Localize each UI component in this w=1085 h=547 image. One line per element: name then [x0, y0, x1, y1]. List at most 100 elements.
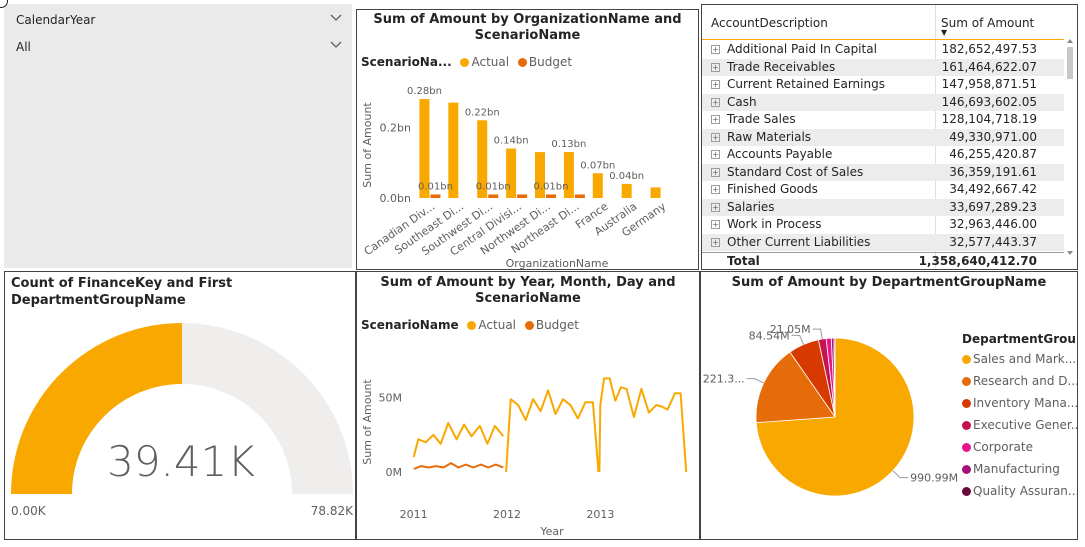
- table-row[interactable]: + Finished Goods 34,492,667.42: [702, 181, 1064, 199]
- calendar-year-slicer[interactable]: CalendarYear All: [4, 4, 352, 268]
- bar-budget: [574, 194, 585, 198]
- bar-budget: [430, 194, 441, 198]
- legend-actual-label[interactable]: Actual: [471, 55, 510, 69]
- table-row[interactable]: + Work in Process 32,963,446.00: [702, 216, 1064, 234]
- bar-actual: [419, 99, 430, 198]
- account-name: Work in Process: [727, 217, 822, 231]
- bar-actual: [448, 102, 459, 198]
- account-name: Standard Cost of Sales: [727, 164, 864, 179]
- expand-icon[interactable]: +: [711, 97, 720, 107]
- expand-icon[interactable]: +: [711, 45, 720, 54]
- account-name: Other Current Liabilities: [727, 234, 871, 249]
- column-header-amount[interactable]: Sum of Amount: [941, 16, 1035, 30]
- bar-chart-visual[interactable]: Sum of Amount by OrganizationName and Sc…: [356, 9, 699, 270]
- line-budget: [413, 462, 504, 470]
- legend-budget-label[interactable]: Budget: [535, 318, 580, 332]
- table-scrollbar[interactable]: [1065, 39, 1075, 259]
- scrollbar-thumb: [1067, 47, 1073, 79]
- expand-icon[interactable]: +: [711, 62, 720, 72]
- pie-slice: [833, 337, 836, 418]
- pie-data-label: 221.3...: [703, 373, 745, 386]
- line-chart-title-line2: ScenarioName: [475, 291, 581, 306]
- expand-icon[interactable]: +: [711, 237, 720, 247]
- gauge-track: [182, 323, 353, 494]
- pie-legend-title: DepartmentGrou...: [962, 332, 1078, 346]
- account-name: Trade Sales: [727, 112, 796, 126]
- table-row[interactable]: + Accounts Payable 46,255,420.87: [702, 146, 1064, 164]
- gauge-arc: [11, 323, 353, 494]
- account-name: Additional Paid In Capital: [727, 42, 877, 56]
- legend-swatch: [962, 377, 971, 386]
- pie-legend-item[interactable]: Sales and Mark...: [962, 352, 1076, 366]
- table-row[interactable]: + Current Retained Earnings 147,958,871.51: [702, 76, 1064, 94]
- legend-label: Inventory Mana...: [973, 396, 1078, 410]
- expand-icon[interactable]: +: [711, 167, 720, 177]
- pie-data-label: 990.99M: [910, 472, 958, 485]
- legend-swatch: [962, 487, 971, 496]
- data-label: 0.04bn: [609, 171, 644, 182]
- y-axis-title: Sum of Amount: [361, 379, 374, 465]
- legend-swatch: [962, 355, 971, 364]
- legend-label: Research and D...: [973, 374, 1078, 388]
- data-label: 0.13bn: [551, 139, 586, 150]
- chevron-down-icon[interactable]: [330, 12, 342, 25]
- legend-label: Manufacturing: [973, 462, 1060, 476]
- legend-label: Corporate: [973, 440, 1033, 454]
- legend-title: ScenarioName: [361, 318, 459, 332]
- pie-legend-item[interactable]: Corporate: [962, 440, 1033, 454]
- bar-actual: [650, 187, 661, 198]
- pie-legend-item[interactable]: Manufacturing: [962, 462, 1060, 476]
- expand-icon[interactable]: +: [711, 185, 720, 194]
- legend-actual-label[interactable]: Actual: [478, 318, 517, 332]
- expand-icon[interactable]: +: [711, 220, 720, 229]
- header-underline: [702, 39, 1064, 40]
- pie-legend-item[interactable]: Quality Assuran...: [962, 484, 1077, 498]
- pie-legend-item[interactable]: Research and D...: [962, 374, 1078, 388]
- line-actual: [598, 377, 688, 473]
- account-amount: 147,958,871.51: [941, 77, 1037, 91]
- table-row[interactable]: + Standard Cost of Sales 36,359,191.61: [702, 163, 1064, 181]
- gauge-title-line1: Count of FinanceKey and First: [11, 276, 233, 291]
- expand-icon[interactable]: +: [711, 202, 720, 212]
- total-value: 1,358,640,412.70: [918, 254, 1037, 268]
- sort-desc-icon[interactable]: ▼: [941, 28, 948, 37]
- account-name: Current Retained Earnings: [727, 77, 885, 91]
- table-row[interactable]: + Additional Paid In Capital 182,652,497.5…: [702, 41, 1064, 59]
- account-name: Raw Materials: [727, 129, 812, 144]
- table-row[interactable]: + Trade Sales 128,104,718.19: [702, 111, 1064, 129]
- bar-chart-title: Sum of Amount by OrganizationName and Sc…: [357, 12, 698, 44]
- pie-legend-item[interactable]: Inventory Mana...: [962, 396, 1078, 410]
- total-divider: [702, 252, 1064, 253]
- expand-icon[interactable]: +: [711, 132, 720, 142]
- expand-icon[interactable]: +: [711, 80, 720, 89]
- account-amount: 46,255,420.87: [949, 147, 1037, 161]
- table-row[interactable]: + Salaries 33,697,289.23: [702, 198, 1064, 216]
- gauge-visual[interactable]: Count of FinanceKey and First Department…: [4, 271, 356, 540]
- legend-budget-label[interactable]: Budget: [528, 55, 573, 69]
- pie-data-label: 84.54M: [749, 329, 790, 342]
- expand-icon[interactable]: +: [711, 150, 720, 159]
- slicer-selected-value[interactable]: All: [16, 40, 31, 54]
- table-header: AccountDescription Sum of Amount ▼: [702, 5, 1064, 41]
- pie-legend-item[interactable]: Executive Gener...: [962, 418, 1078, 432]
- bar-actual: [535, 152, 545, 198]
- table-row[interactable]: + Raw Materials 49,330,971.00: [702, 128, 1064, 146]
- legend-budget-swatch: [524, 321, 534, 330]
- table-row[interactable]: + Cash 146,693,602.05: [702, 93, 1064, 111]
- data-label: 0.28bn: [407, 86, 442, 97]
- account-amount: 32,963,446.00: [949, 217, 1037, 231]
- chevron-down-icon[interactable]: [330, 39, 342, 52]
- table-row[interactable]: + Other Current Liabilities 32,577,443.37: [702, 233, 1064, 251]
- pie-chart-title: Sum of Amount by DepartmentGroupName: [731, 275, 1047, 290]
- y-tick-label: 0M: [386, 466, 403, 479]
- column-header-account[interactable]: AccountDescription: [711, 16, 828, 30]
- gauge-title: Count of FinanceKey and First Department…: [11, 275, 232, 309]
- y-tick-label: 0.0bn: [380, 192, 411, 205]
- account-table-visual[interactable]: AccountDescription Sum of Amount ▼ + Addi…: [701, 4, 1078, 270]
- pie-chart-visual[interactable]: Sum of Amount by DepartmentGroupName 990…: [700, 271, 1078, 540]
- line-chart-visual[interactable]: Sum of Amount by Year, Month, Day and Sc…: [356, 271, 700, 540]
- expand-icon[interactable]: +: [711, 115, 720, 124]
- table-row[interactable]: + Trade Receivables 161,464,622.07: [702, 58, 1064, 76]
- legend-label: Executive Gener...: [973, 418, 1078, 432]
